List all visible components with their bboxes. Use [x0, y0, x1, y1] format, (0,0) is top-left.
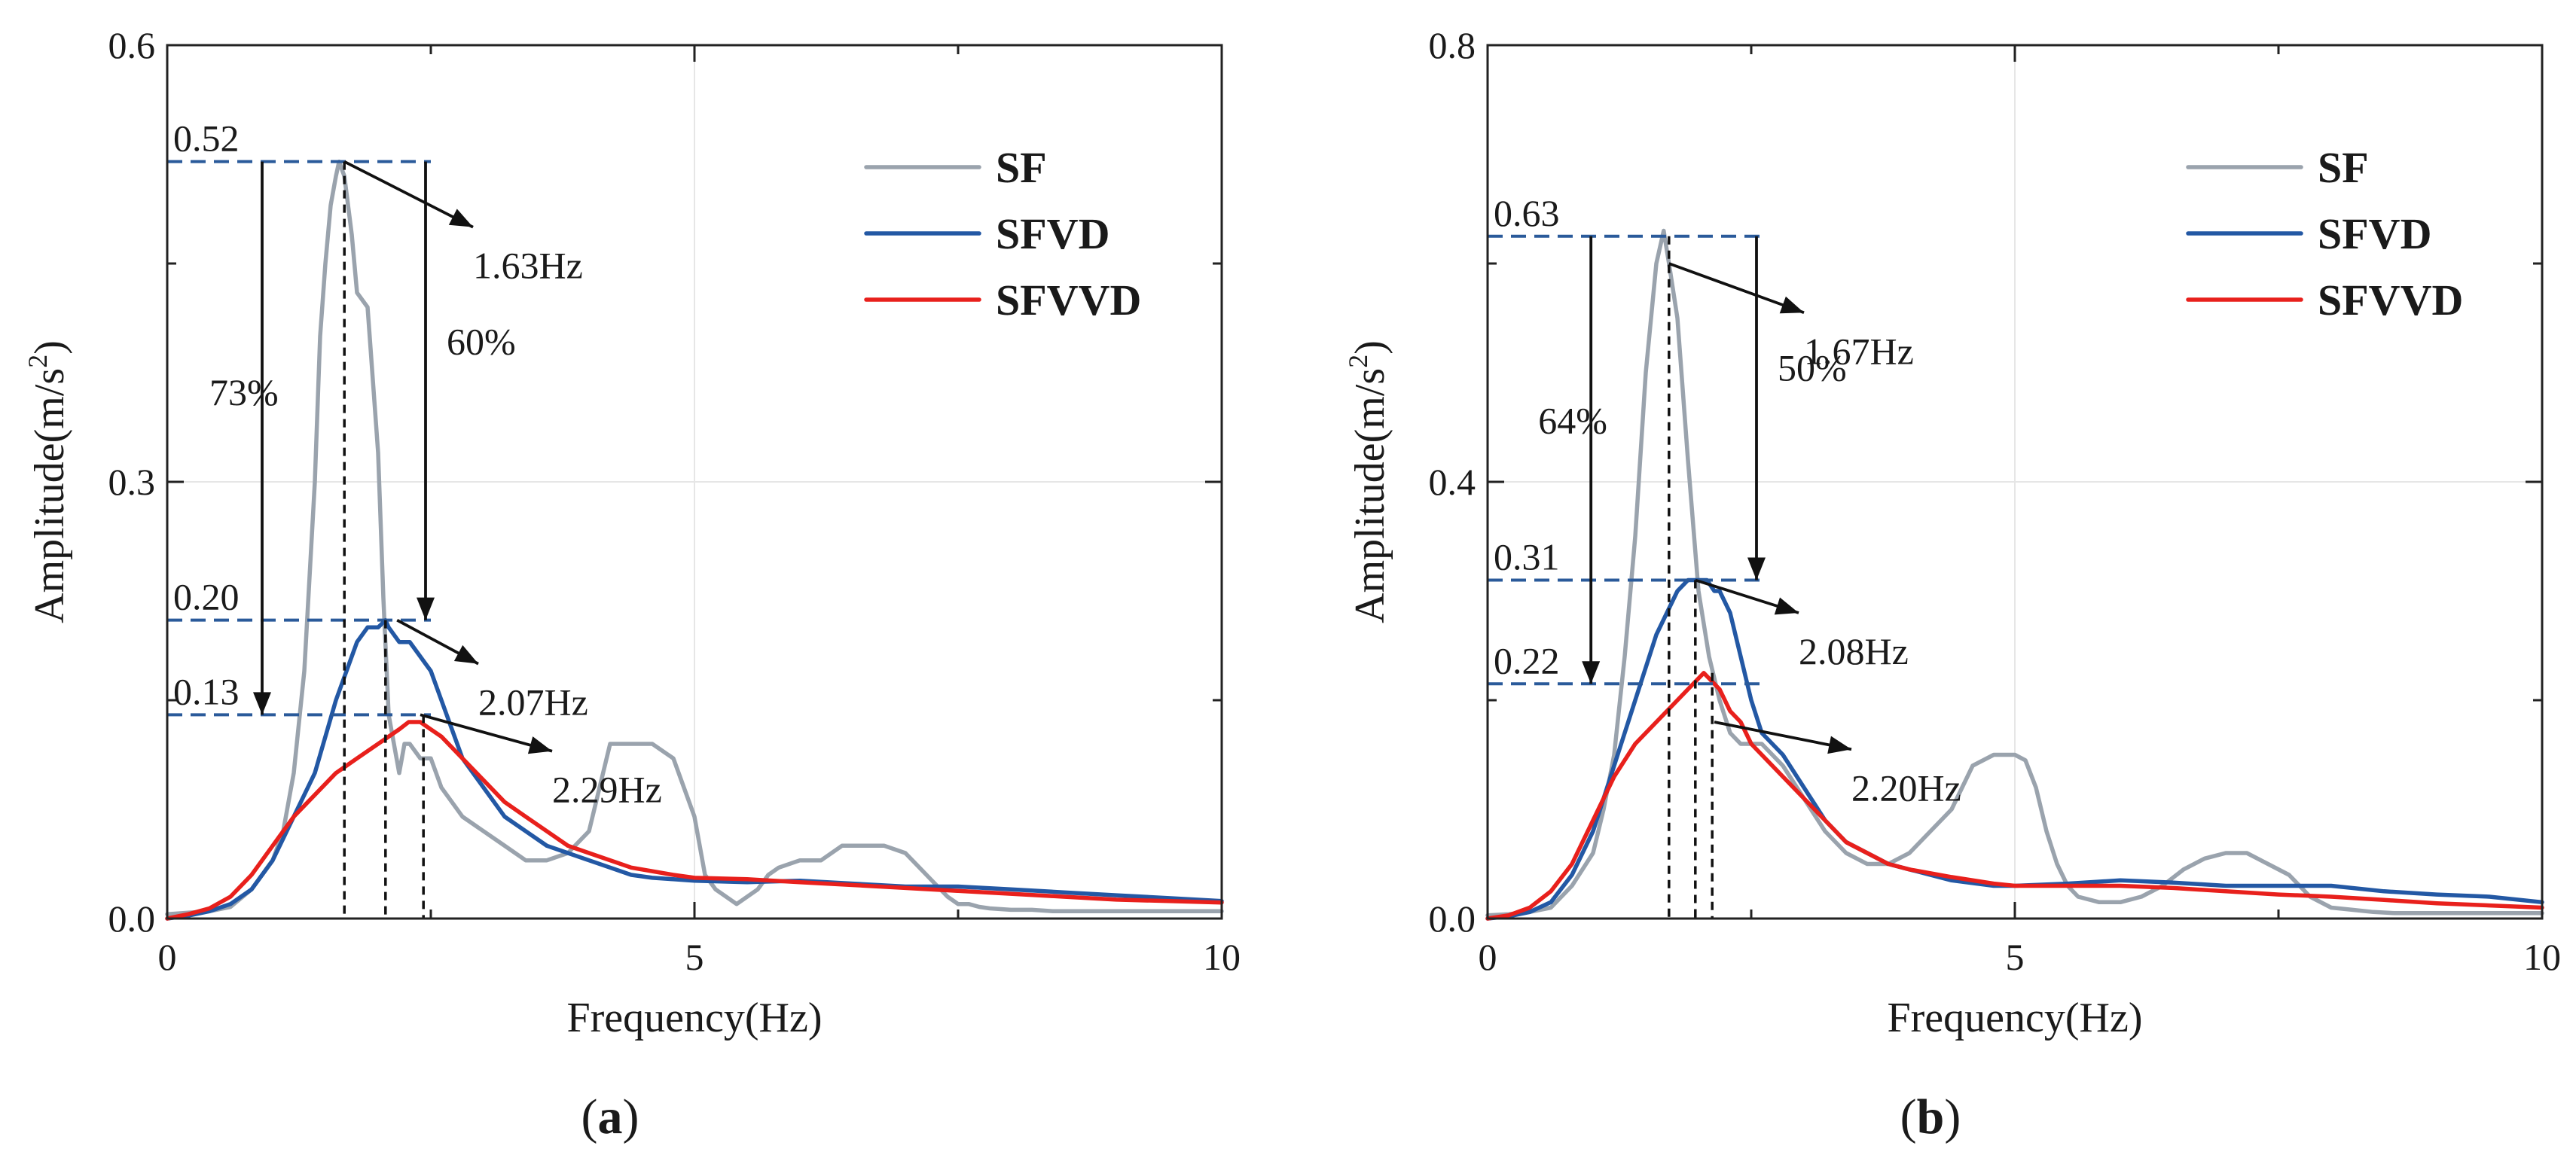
- plot-frame: [1486, 44, 2544, 920]
- y-tick-label: 0.6: [108, 24, 156, 66]
- y-tick-label: 0.3: [108, 461, 156, 503]
- legend-label-sfvvd: SFVVD: [2318, 276, 2463, 325]
- peak-frequency-arrow: [420, 713, 553, 753]
- panel-label-close: ): [1944, 1089, 1961, 1144]
- peak-frequency-arrow: [1714, 721, 1852, 751]
- panel-label-letter: b: [1917, 1089, 1945, 1144]
- series-line-sfvd: [1485, 577, 2544, 921]
- reduction-percent-label: 73%: [209, 371, 279, 413]
- reference-value-label: 0.63: [1494, 192, 1560, 234]
- panel-label: (a): [581, 1089, 639, 1144]
- y-axis-title-base: Amplitude(m/s: [1347, 368, 1393, 623]
- peak-frequency-arrow: [1668, 262, 1805, 315]
- reduction-arrow-head: [1582, 661, 1601, 684]
- panel-label-letter: a: [598, 1089, 623, 1144]
- y-tick-label: 0.0: [108, 897, 156, 940]
- peak-frequency-arrow-head: [1774, 597, 1799, 615]
- y-tick-label: 0.8: [1429, 24, 1476, 66]
- y-axis-title-sup: 2: [1343, 355, 1373, 368]
- x-tick-label: 0: [158, 936, 177, 978]
- reference-value-label: 0.52: [173, 117, 240, 160]
- panel-label-open: (: [581, 1089, 598, 1144]
- reference-value-label: 0.22: [1494, 639, 1560, 681]
- y-axis-title-tail: ): [26, 340, 73, 355]
- y-axis-title-sup: 2: [23, 355, 53, 368]
- y-axis-title-base: Amplitude(m/s: [26, 368, 73, 623]
- y-tick-label: 0.4: [1429, 461, 1476, 503]
- chart-panel-a: 0 5 100.00.30.6Frequency(Hz)Amplitude(m/s2…: [23, 24, 1241, 1144]
- peak-frequency-arrow-head: [527, 736, 552, 754]
- legend-label-sf: SF: [996, 143, 1047, 192]
- peak-frequency-arrow-head: [1779, 296, 1804, 314]
- y-axis-title: Amplitude(m/s2): [1343, 340, 1393, 623]
- peak-frequency-label: 2.07Hz: [478, 681, 588, 724]
- y-axis-title: Amplitude(m/s2): [23, 340, 73, 623]
- peak-frequency-label: 1.63Hz: [473, 245, 583, 287]
- legend-label-sfvd: SFVD: [996, 209, 1109, 258]
- reference-value-label: 0.31: [1494, 536, 1560, 578]
- series-line-sfvvd: [165, 720, 1224, 921]
- series-line-sfvvd: [1485, 671, 2544, 921]
- peak-frequency-arrow-head: [448, 209, 473, 227]
- peak-frequency-arrow: [343, 160, 474, 229]
- panel-label-open: (: [1900, 1089, 1917, 1144]
- x-tick-label: 10: [2523, 936, 2561, 978]
- x-tick-label: 5: [2006, 936, 2025, 978]
- panel-label-close: ): [623, 1089, 639, 1144]
- series-line-sf: [1485, 228, 2544, 918]
- y-axis-title-tail: ): [1347, 340, 1393, 355]
- x-axis-title: Frequency(Hz): [1888, 995, 2143, 1041]
- reduction-percent-label: 64%: [1538, 399, 1607, 441]
- peak-frequency-label: 1.67Hz: [1804, 330, 1914, 372]
- reduction-percent-label: 60%: [447, 320, 516, 362]
- reduction-arrow-head: [417, 597, 435, 620]
- x-tick-label: 5: [685, 936, 704, 978]
- y-tick-label: 0.0: [1429, 897, 1476, 940]
- legend-label-sfvd: SFVD: [2318, 209, 2431, 258]
- chart-panel-b: 0 5 100.00.40.8Frequency(Hz)Amplitude(m/s2…: [1343, 24, 2561, 1144]
- legend-label-sfvvd: SFVVD: [996, 276, 1141, 325]
- reference-value-label: 0.20: [173, 576, 240, 618]
- peak-frequency-arrow-head: [1827, 736, 1851, 754]
- peak-frequency-label: 2.29Hz: [552, 769, 662, 811]
- panel-label: (b): [1900, 1089, 1961, 1144]
- plot-frame: [166, 44, 1223, 920]
- reduction-arrow-head: [1747, 557, 1766, 580]
- x-axis-title: Frequency(Hz): [567, 995, 823, 1041]
- reduction-percent-label: 50%: [1778, 347, 1847, 389]
- x-tick-label: 0: [1479, 936, 1497, 978]
- reduction-arrow-head: [253, 692, 271, 715]
- legend-label-sf: SF: [2318, 143, 2369, 192]
- x-tick-label: 10: [1203, 936, 1241, 978]
- reference-value-label: 0.13: [173, 670, 240, 712]
- peak-frequency-arrow-head: [453, 644, 478, 664]
- peak-frequency-label: 2.20Hz: [1851, 766, 1961, 809]
- peak-frequency-label: 2.08Hz: [1799, 630, 1909, 672]
